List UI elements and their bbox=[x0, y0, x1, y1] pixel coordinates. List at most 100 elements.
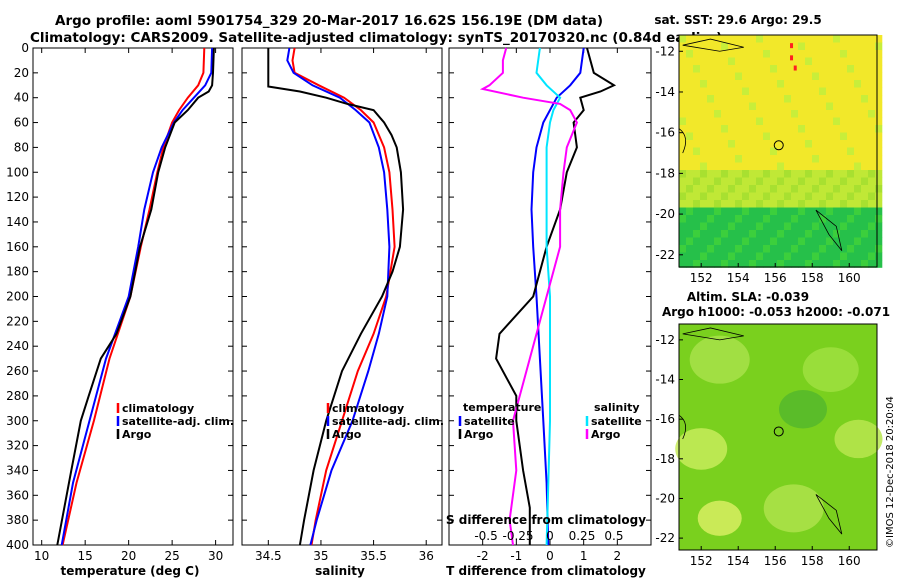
sst-cell bbox=[819, 170, 827, 178]
sst-cell bbox=[693, 42, 701, 51]
sst-cell bbox=[770, 245, 778, 253]
sst-cell bbox=[826, 207, 834, 216]
sst-cell bbox=[861, 50, 869, 58]
sst-cell bbox=[812, 215, 820, 223]
sst-cell bbox=[721, 65, 729, 73]
sst-cell bbox=[735, 147, 743, 156]
sst-cell bbox=[791, 215, 799, 223]
sst-cell bbox=[875, 95, 883, 103]
sst-cell bbox=[714, 230, 722, 238]
sst-cell bbox=[749, 252, 757, 261]
map-y-tick-label: -20 bbox=[655, 491, 675, 505]
sst-cell bbox=[679, 245, 687, 253]
sst-cell bbox=[833, 155, 841, 163]
sst-cell bbox=[812, 162, 820, 171]
sst-cell bbox=[693, 170, 701, 178]
sst-cell bbox=[728, 72, 736, 81]
sst-cell bbox=[875, 110, 883, 118]
sst-cell bbox=[700, 237, 708, 246]
sst-cell bbox=[728, 237, 736, 246]
sst-cell bbox=[784, 42, 792, 51]
sst-cell bbox=[728, 102, 736, 111]
sst-cell bbox=[791, 230, 799, 238]
sst-cell bbox=[700, 245, 708, 253]
sst-cell bbox=[861, 215, 869, 223]
sst-cell bbox=[770, 102, 778, 111]
sst-cell bbox=[721, 170, 729, 178]
sst-cell bbox=[763, 110, 771, 118]
sst-cell bbox=[735, 102, 743, 111]
sst-cell bbox=[875, 80, 883, 88]
sst-cell bbox=[812, 117, 820, 126]
sst-cell bbox=[861, 207, 869, 216]
sst-cell bbox=[868, 102, 876, 111]
sst-cell bbox=[686, 230, 694, 238]
sst-cell bbox=[756, 125, 764, 133]
sst-cell bbox=[861, 147, 869, 156]
sst-cell bbox=[756, 95, 764, 103]
sst-cell bbox=[756, 177, 764, 186]
sst-cell bbox=[875, 177, 883, 186]
sst-cell bbox=[714, 95, 722, 103]
sst-cell bbox=[770, 237, 778, 246]
sst-cell bbox=[868, 252, 876, 261]
sst-cell bbox=[875, 132, 883, 141]
sst-cell bbox=[700, 102, 708, 111]
x-tick-label: 15 bbox=[78, 549, 93, 563]
sst-cell bbox=[833, 170, 841, 178]
sst-cell bbox=[700, 35, 708, 43]
sst-cell bbox=[784, 245, 792, 253]
sst-cell bbox=[798, 65, 806, 73]
sst-cell bbox=[749, 50, 757, 58]
sst-cell bbox=[756, 155, 764, 163]
sst-cell bbox=[700, 207, 708, 216]
sst-cell bbox=[735, 57, 743, 66]
sst-cell bbox=[742, 102, 750, 111]
sst-cell bbox=[735, 237, 743, 246]
sst-cell bbox=[805, 95, 813, 103]
sst-cell bbox=[805, 80, 813, 88]
sst-cell bbox=[777, 192, 785, 201]
sst-cell bbox=[833, 117, 841, 126]
sst-cell bbox=[735, 35, 743, 43]
sst-cell bbox=[819, 125, 827, 133]
sst-cell bbox=[798, 222, 806, 231]
y-tick-label: 160 bbox=[6, 240, 29, 254]
sst-cell bbox=[854, 140, 862, 148]
sst-cell bbox=[721, 50, 729, 58]
sst-cell bbox=[742, 65, 750, 73]
sst-cell bbox=[819, 207, 827, 216]
sst-cell bbox=[847, 200, 855, 208]
sst-cell bbox=[861, 65, 869, 73]
sst-cell bbox=[742, 222, 750, 231]
sst-cell bbox=[861, 132, 869, 141]
sst-cell bbox=[868, 162, 876, 171]
sst-cell bbox=[686, 80, 694, 88]
sst-cell bbox=[784, 170, 792, 178]
sst-cell bbox=[735, 65, 743, 73]
sst-cell bbox=[777, 132, 785, 141]
sst-cell bbox=[735, 215, 743, 223]
plot-frame bbox=[32, 47, 234, 546]
sst-cell bbox=[742, 42, 750, 51]
sst-cell bbox=[679, 200, 687, 208]
sst-cell bbox=[868, 200, 876, 208]
sst-cell bbox=[826, 110, 834, 118]
sst-cell bbox=[721, 125, 729, 133]
sst-cell bbox=[798, 155, 806, 163]
sst-cell bbox=[770, 95, 778, 103]
sst-cell bbox=[791, 252, 799, 261]
sst-cell bbox=[749, 215, 757, 223]
sst-cell bbox=[763, 102, 771, 111]
sst-cell bbox=[679, 215, 687, 223]
sst-cell bbox=[819, 177, 827, 186]
sst-cell bbox=[714, 162, 722, 171]
sst-cell bbox=[770, 57, 778, 66]
sst-cell bbox=[840, 125, 848, 133]
sst-cell bbox=[854, 200, 862, 208]
y-tick-label: 200 bbox=[6, 290, 29, 304]
sst-cell bbox=[686, 215, 694, 223]
sst-cell bbox=[721, 245, 729, 253]
sst-cell bbox=[770, 215, 778, 223]
sst-cell bbox=[763, 87, 771, 96]
